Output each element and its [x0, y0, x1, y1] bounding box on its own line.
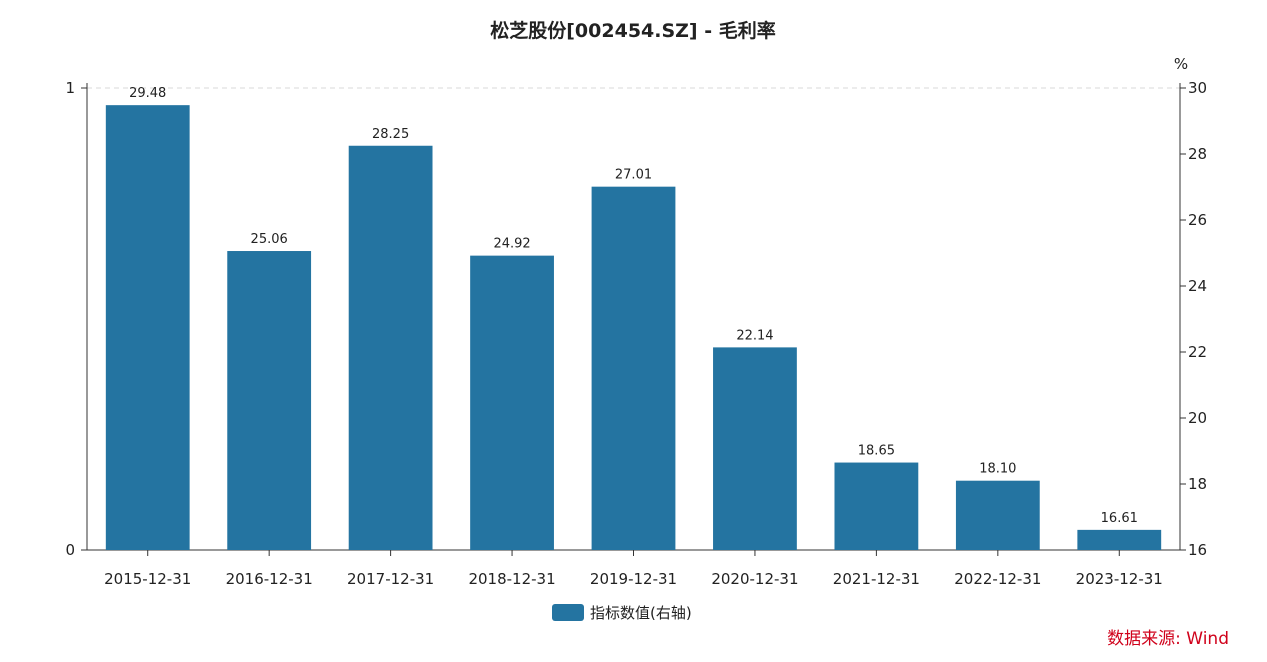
- bar-value-label: 29.48: [129, 86, 166, 101]
- right-axis-tick-label: 22: [1188, 343, 1207, 361]
- x-axis-tick-label: 2019-12-31: [590, 570, 677, 588]
- bar-value-label: 16.61: [1101, 511, 1138, 526]
- x-axis-tick-label: 2017-12-31: [347, 570, 434, 588]
- right-axis-tick-label: 18: [1188, 475, 1207, 493]
- bar: [1077, 529, 1162, 550]
- bar: [955, 480, 1040, 550]
- right-axis-tick-label: 24: [1188, 277, 1207, 295]
- left-axis-tick-label: 0: [65, 541, 75, 559]
- bar: [591, 186, 676, 551]
- x-axis-tick-label: 2020-12-31: [711, 570, 798, 588]
- left-axis-tick-label: 1: [65, 79, 75, 97]
- right-axis-tick-label: 30: [1188, 79, 1207, 97]
- legend-swatch[interactable]: [552, 604, 584, 621]
- bar-value-label: 28.25: [372, 127, 409, 142]
- legend[interactable]: 指标数值(右轴): [552, 604, 692, 622]
- bar-value-label: 22.14: [736, 328, 773, 343]
- x-axis-tick-label: 2016-12-31: [226, 570, 313, 588]
- bar: [348, 145, 433, 550]
- bar: [713, 347, 797, 550]
- bar-value-label: 24.92: [493, 237, 530, 252]
- right-axis-tick-label: 16: [1188, 541, 1207, 559]
- bar: [227, 251, 312, 550]
- right-axis-tick-label: 26: [1188, 211, 1207, 229]
- bar: [834, 462, 919, 550]
- bar-value-label: 27.01: [615, 168, 652, 183]
- data-source: 数据来源: Wind: [1107, 629, 1229, 649]
- x-axis-tick-label: 2015-12-31: [104, 570, 191, 588]
- x-axis-tick-label: 2021-12-31: [833, 570, 920, 588]
- right-axis-unit: %: [1174, 55, 1188, 73]
- bar-value-label: 18.10: [979, 462, 1016, 477]
- bar: [470, 255, 554, 550]
- right-axis-tick-label: 20: [1188, 409, 1207, 427]
- plot-area: 0 1 16 18 20 22 24 26 28 30 29.48 2015-12-31 25.06 20…: [65, 79, 1207, 588]
- legend-label[interactable]: 指标数值(右轴): [590, 604, 692, 622]
- bar-value-label: 18.65: [858, 444, 895, 459]
- x-axis-tick-label: 2018-12-31: [468, 570, 555, 588]
- right-axis-tick-label: 28: [1188, 145, 1207, 163]
- x-axis-tick-label: 2022-12-31: [954, 570, 1041, 588]
- bar: [105, 105, 190, 550]
- x-axis-tick-label: 2023-12-31: [1076, 570, 1163, 588]
- bar-value-label: 25.06: [251, 232, 288, 247]
- chart-title: 松芝股份[002454.SZ] - 毛利率: [490, 19, 775, 42]
